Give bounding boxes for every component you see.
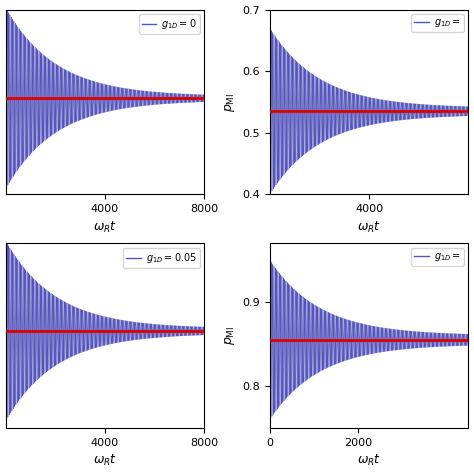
X-axis label: $\omega_R t$: $\omega_R t$ bbox=[93, 453, 117, 468]
Y-axis label: $p_{\mathrm{MI}}$: $p_{\mathrm{MI}}$ bbox=[223, 92, 237, 111]
Legend: $g_{1D} =$: $g_{1D} =$ bbox=[411, 248, 464, 266]
X-axis label: $\omega_R t$: $\omega_R t$ bbox=[357, 453, 381, 468]
X-axis label: $\omega_R t$: $\omega_R t$ bbox=[357, 220, 381, 235]
Legend: $g_{1D} =$: $g_{1D} =$ bbox=[411, 14, 464, 32]
Y-axis label: $p_{\mathrm{MI}}$: $p_{\mathrm{MI}}$ bbox=[223, 326, 237, 345]
Legend: $g_{1D} = 0.05$: $g_{1D} = 0.05$ bbox=[123, 248, 200, 268]
Legend: $g_{1D} = 0$: $g_{1D} = 0$ bbox=[139, 14, 200, 34]
X-axis label: $\omega_R t$: $\omega_R t$ bbox=[93, 220, 117, 235]
